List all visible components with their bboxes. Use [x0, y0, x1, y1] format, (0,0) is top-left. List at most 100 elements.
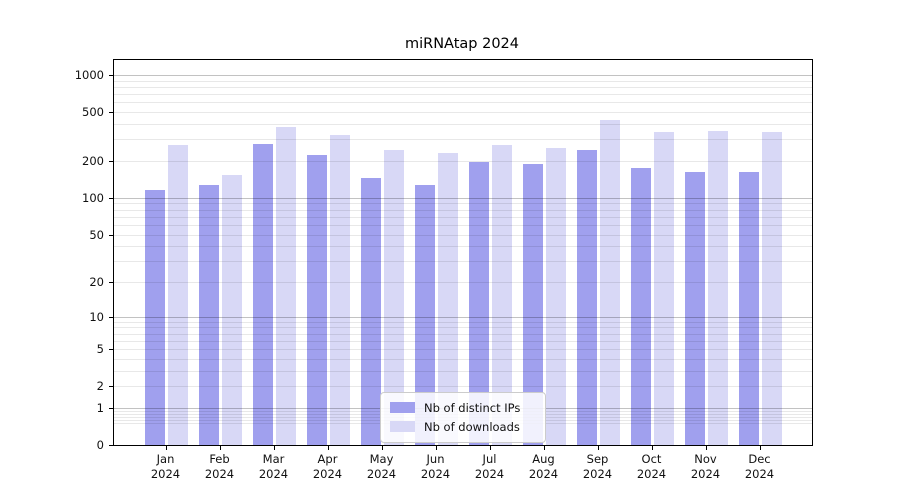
y-tick-mark: [109, 197, 114, 199]
legend-item-downloads: Nb of downloads: [390, 417, 536, 436]
x-tick-mark: [759, 445, 761, 450]
x-tick-label: Nov 2024: [678, 452, 734, 482]
x-tick-label: Aug 2024: [516, 452, 572, 482]
legend-item-distinct-ips: Nb of distinct IPs: [390, 398, 536, 417]
gridline-minor: [114, 124, 812, 125]
y-tick-label: 10: [89, 309, 104, 324]
gridline-minor: [114, 386, 812, 388]
gridline-minor: [114, 203, 812, 205]
x-tick-label-year: 2024: [204, 467, 235, 481]
x-tick-label-year: 2024: [582, 467, 613, 481]
x-tick-mark: [705, 445, 707, 450]
x-tick-label-year: 2024: [312, 467, 343, 481]
y-tick-label: 1: [96, 400, 104, 415]
bar-downloads-oct: [653, 132, 674, 445]
bar-ips-jul: [468, 161, 489, 445]
gridline-minor: [114, 358, 812, 360]
legend-swatch-distinct-ips: [390, 402, 415, 413]
bar-downloads-aug: [545, 147, 566, 445]
gridline-major: [114, 316, 812, 318]
y-tick-label: 500: [82, 105, 104, 120]
gridline-minor: [114, 102, 812, 104]
y-tick-label: 200: [82, 154, 104, 168]
gridline-minor: [114, 349, 812, 351]
y-tick-mark: [109, 349, 114, 351]
y-tick-mark: [109, 282, 114, 283]
x-tick-label-year: 2024: [366, 467, 397, 481]
x-tick-mark: [273, 445, 275, 450]
gridline-minor: [114, 112, 812, 114]
x-tick-label-year: 2024: [150, 467, 181, 481]
gridline-minor: [114, 321, 812, 323]
bar-ips-mar: [252, 144, 273, 445]
chart-title: miRNAtap 2024: [404, 36, 520, 52]
x-tick-label-year: 2024: [420, 467, 451, 481]
gridline-minor: [114, 327, 812, 329]
x-tick-mark: [165, 445, 167, 450]
gridline-minor: [114, 340, 812, 342]
gridline-minor: [114, 246, 812, 248]
x-tick-label: Jul 2024: [462, 452, 518, 482]
gridline-minor: [114, 224, 812, 226]
y-tick-label: 2: [96, 379, 104, 394]
gridline-major: [114, 197, 812, 199]
legend-label-distinct-ips: Nb of distinct IPs: [424, 400, 521, 415]
y-tick-mark: [109, 112, 114, 114]
bar-downloads-jan: [167, 145, 188, 445]
x-tick-label-year: 2024: [690, 467, 721, 481]
gridline-major: [114, 75, 812, 76]
gridline-minor: [114, 209, 812, 211]
bar-downloads-feb: [221, 174, 242, 445]
x-tick-label: Mar 2024: [246, 452, 302, 482]
x-tick-label-year: 2024: [258, 467, 289, 481]
legend-label-downloads: Nb of downloads: [424, 419, 520, 434]
bar-ips-oct: [630, 168, 651, 445]
bar-ips-jan: [144, 190, 165, 445]
y-tick-label: 50: [89, 227, 104, 242]
bar-downloads-sep: [599, 119, 620, 445]
y-tick-label: 20: [89, 275, 104, 289]
y-tick-mark: [109, 386, 114, 388]
gridline-minor: [114, 94, 812, 96]
bar-ips-jun: [414, 184, 435, 445]
gridline-minor: [114, 370, 812, 372]
x-tick-mark: [489, 445, 491, 450]
x-tick-mark: [327, 445, 329, 450]
x-tick-label-year: 2024: [744, 467, 775, 481]
y-tick-label: 0: [96, 438, 104, 452]
bar-ips-nov: [684, 172, 705, 445]
bar-downloads-dec: [761, 132, 782, 445]
bar-ips-sep: [576, 149, 597, 445]
x-tick-label: Jun 2024: [408, 452, 464, 482]
x-tick-mark: [597, 445, 599, 450]
x-tick-mark: [381, 445, 383, 450]
bar-downloads-apr: [329, 134, 350, 445]
bar-ips-aug: [522, 163, 543, 445]
bar-downloads-jul: [491, 144, 512, 445]
bar-ips-apr: [306, 155, 327, 445]
plot-area: 1000 500 200 100 50 20 10 5 2 1 0 Jan 2024 Feb 2024 Ma…: [75, 59, 813, 481]
x-tick-label: Jan 2024: [138, 452, 194, 482]
bar-ips-may: [360, 178, 381, 445]
bar-downloads-mar: [275, 126, 296, 445]
gridline-minor: [114, 87, 812, 88]
x-tick-label-year: 2024: [528, 467, 559, 481]
bar-ips-dec: [738, 172, 759, 445]
bar-downloads-jun: [437, 153, 458, 445]
y-tick-label: 5: [96, 342, 104, 357]
x-tick-mark: [219, 445, 221, 450]
gridline-minor: [114, 161, 812, 162]
y-tick-mark: [109, 445, 114, 446]
y-tick-mark: [109, 75, 114, 76]
gridline-minor: [114, 80, 812, 82]
y-tick-label: 100: [82, 190, 104, 205]
gridline-minor: [114, 282, 812, 283]
x-tick-mark: [543, 445, 545, 450]
y-tick-mark: [109, 234, 114, 236]
x-tick-label: May 2024: [354, 452, 410, 482]
legend: Nb of distinct IPs Nb of downloads: [380, 392, 546, 443]
x-tick-mark: [435, 445, 437, 450]
x-tick-label-year: 2024: [474, 467, 505, 481]
y-tick-mark: [109, 161, 114, 162]
